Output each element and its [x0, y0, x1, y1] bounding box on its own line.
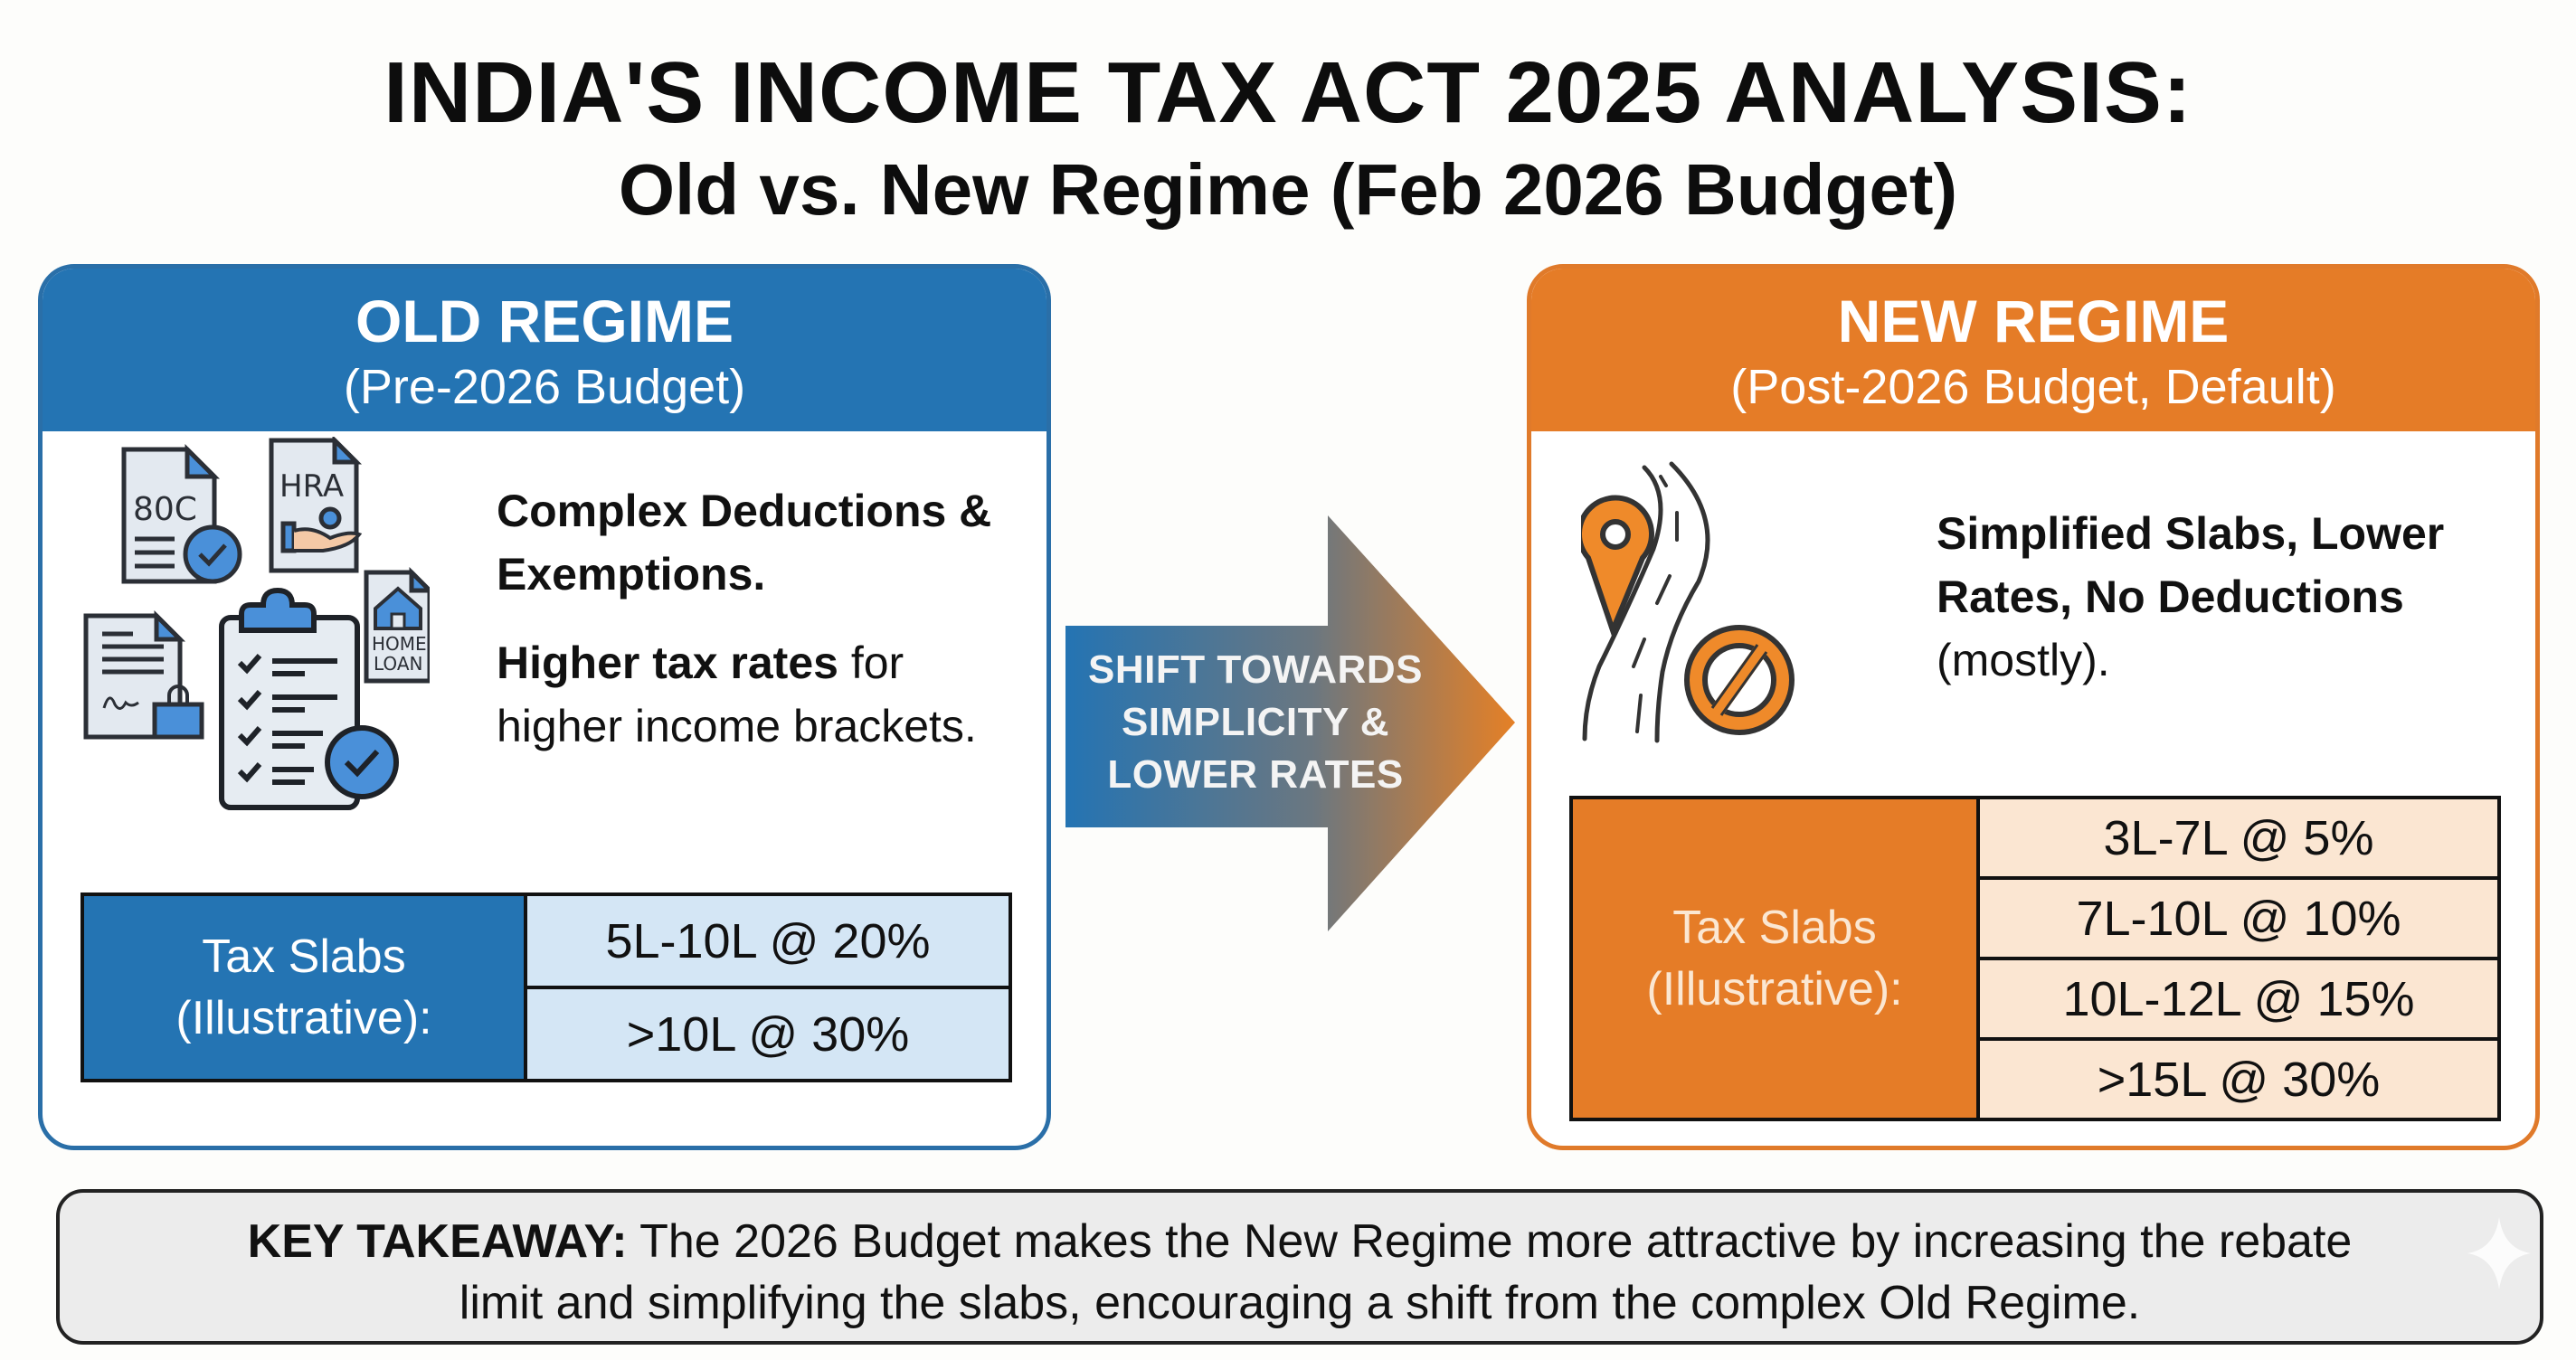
svg-text:LOAN: LOAN [374, 653, 422, 675]
checklist-clipboard-icon [219, 587, 399, 810]
new-slab-row: 10L-12L @ 15% [1980, 957, 2497, 1037]
new-regime-desc-rest: (mostly). [1937, 635, 2110, 685]
new-regime-description: Simplified Slabs, Lower Rates, No Deduct… [1937, 502, 2497, 692]
new-regime-tax-slabs-table: Tax Slabs (Illustrative): 3L-7L @ 5% 7L-1… [1569, 796, 2501, 1121]
old-regime-heading: OLD REGIME [355, 288, 734, 354]
sparkle-watermark-icon [2467, 1217, 2531, 1289]
doc-80c-icon: 80C [121, 443, 242, 584]
old-regime-header: OLD REGIME (Pre-2026 Budget) [43, 269, 1046, 431]
old-regime-slabs-label: Tax Slabs (Illustrative): [84, 896, 527, 1079]
title-line-2: Old vs. New Regime (Feb 2026 Budget) [618, 149, 1958, 230]
svg-text:80C: 80C [133, 491, 197, 528]
new-regime-panel: NEW REGIME (Post-2026 Budget, Default) S… [1527, 264, 2540, 1150]
doc-home-loan-icon: HOME LOAN [364, 566, 430, 684]
new-regime-subheading: (Post-2026 Budget, Default) [1730, 360, 2336, 414]
road-right-edge-icon [1654, 461, 1710, 743]
old-regime-description: Complex Deductions & Exemptions. Higher … [497, 479, 1039, 758]
shift-arrow-icon [1065, 515, 1515, 931]
old-regime-desc-2: Higher tax rates for higher income brack… [497, 638, 977, 751]
new-slab-row: 7L-10L @ 10% [1980, 876, 2497, 957]
signed-document-icon [83, 609, 204, 740]
old-regime-panel: OLD REGIME (Pre-2026 Budget) 80C HRA HOM… [38, 264, 1051, 1150]
old-regime-subheading: (Pre-2026 Budget) [343, 360, 746, 414]
deductions-icon-cluster: 80C HRA HOME LOAN [83, 437, 430, 810]
new-regime-heading: NEW REGIME [1837, 288, 2230, 354]
old-slab-row: >10L @ 30% [527, 986, 1009, 1079]
takeaway-label: KEY TAKEAWAY: [247, 1215, 628, 1268]
prohibited-sign-icon [1684, 625, 1795, 735]
svg-text:HOME: HOME [372, 633, 427, 655]
takeaway-line-1: KEY TAKEAWAY: The 2026 Budget makes the … [247, 1215, 2353, 1268]
new-regime-desc-bold: Simplified Slabs, Lower Rates, No Deduct… [1937, 508, 2445, 622]
road-left-edge-icon [1582, 465, 1663, 741]
location-pin-icon [1581, 495, 1654, 638]
old-slab-row: 5L-10L @ 20% [527, 896, 1009, 986]
simplified-road-icon [1581, 461, 1795, 743]
new-regime-header: NEW REGIME (Post-2026 Budget, Default) [1531, 269, 2535, 431]
takeaway-line-2: limit and simplifying the slabs, encoura… [459, 1277, 2141, 1329]
svg-text:HRA: HRA [279, 468, 344, 505]
title-line-1: INDIA'S INCOME TAX ACT 2025 ANALYSIS: [384, 44, 2192, 141]
new-slab-row: >15L @ 30% [1980, 1037, 2497, 1118]
new-regime-slabs-label: Tax Slabs (Illustrative): [1573, 799, 1980, 1118]
doc-hra-icon: HRA [269, 437, 363, 573]
new-slab-row: 3L-7L @ 5% [1980, 799, 2497, 876]
shift-arrow-label: SHIFT TOWARDS SIMPLICITY & LOWER RATES [1088, 647, 1423, 797]
old-regime-tax-slabs-table: Tax Slabs (Illustrative): 5L-10L @ 20% >1… [80, 892, 1012, 1082]
key-takeaway-box: KEY TAKEAWAY: The 2026 Budget makes the … [56, 1189, 2543, 1345]
old-regime-desc-1: Complex Deductions & Exemptions. [497, 486, 992, 600]
page-title: INDIA'S INCOME TAX ACT 2025 ANALYSIS: Ol… [0, 43, 2576, 237]
